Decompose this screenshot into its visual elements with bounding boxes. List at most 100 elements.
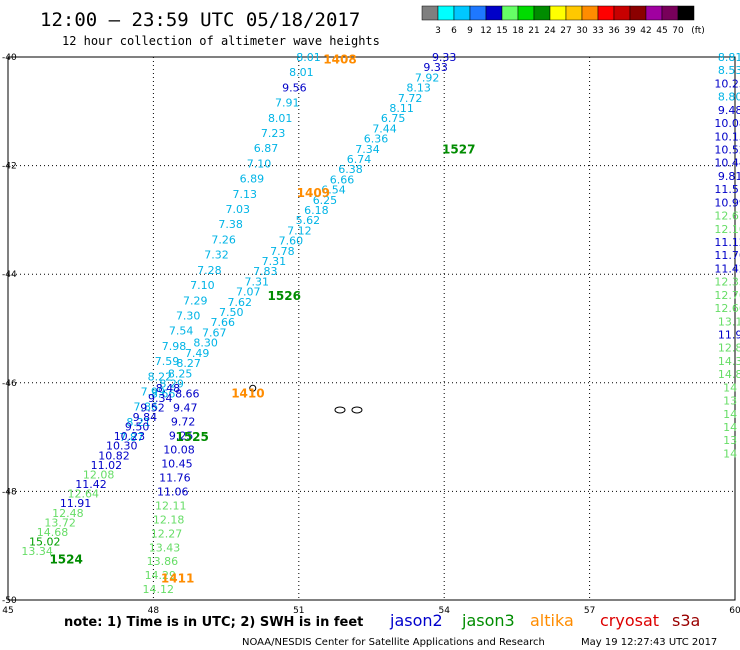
wave-height-value: 7.78 [270, 245, 295, 258]
wave-height-value: 7.31 [262, 255, 287, 268]
chart-subtitle: 12 hour collection of altimeter wave hei… [62, 34, 380, 48]
wave-height-value: 9.47 [173, 402, 198, 415]
wave-height-value: 10.15 [714, 130, 740, 143]
wave-height-value: 6.74 [347, 153, 372, 166]
wave-height-value: 12.27 [151, 527, 183, 540]
wave-height-value: 7.91 [275, 97, 300, 110]
wave-height-value: 11.9 [718, 328, 740, 341]
wave-height-value: 12.67 [714, 210, 740, 223]
wave-height-value: 9.52 [140, 401, 165, 414]
island-outline [351, 406, 363, 414]
wave-height-value: 11.42 [714, 262, 740, 275]
wave-height-value: 8.27 [176, 357, 201, 370]
colorbar-swatch [453, 5, 471, 21]
footer-note: note: 1) Time is in UTC; 2) SWH is in fe… [64, 615, 363, 630]
wave-height-value: 7.86 [133, 401, 158, 414]
wave-height-value: 8.01 [289, 66, 314, 79]
wave-height-value: 12.64 [68, 488, 100, 501]
plot-frame [7, 56, 736, 601]
wave-height-value: 8.66 [151, 388, 176, 401]
wave-height-value: 7.03 [225, 203, 250, 216]
wave-height-value: 14 [723, 421, 737, 434]
footer-credit: NOAA/NESDIS Center for Satellite Applica… [242, 637, 545, 648]
wave-height-value: 14 [723, 381, 737, 394]
wave-height-value: 13 [723, 395, 737, 408]
wave-height-value: 7.10 [190, 279, 215, 292]
wave-height-value: 12.76 [714, 289, 740, 302]
legend-item-cryosat: cryosat [600, 611, 659, 630]
pass-time-label: 1409 [297, 186, 330, 200]
wave-height-value: 10.08 [163, 444, 195, 457]
wave-height-value: 11.76 [714, 249, 740, 262]
wave-height-value: 14.8 [718, 368, 740, 381]
wave-height-value: 10.23 [114, 430, 146, 443]
pass-time-labels: 1408 1527 1409 1526 1410 1525 1524 1411 [49, 53, 475, 586]
x-tick-label: 57 [584, 606, 595, 616]
wave-height-value: 7.60 [279, 235, 304, 248]
colorbar-label: 6 [451, 26, 457, 36]
wave-height-value: 7.62 [228, 296, 253, 309]
x-tick-label: 54 [438, 606, 450, 616]
wave-height-value: 5.62 [296, 214, 321, 227]
colorbar-label: 30 [576, 26, 588, 36]
wave-height-value: 14 [723, 447, 737, 460]
colorbar-label: 15 [496, 26, 507, 36]
wave-height-value: 7.87 [119, 431, 144, 444]
wave-height-value: 9.25 [169, 430, 194, 443]
color-scale-legend: 3 6 9 12 15 18 21 24 27 30 33 36 39 42 45 70 (ft) [421, 5, 705, 36]
wave-height-value: 7.44 [372, 122, 397, 135]
wave-height-value: 8.01 [268, 112, 293, 125]
wave-height-value: 8.81 [718, 51, 740, 64]
wave-height-value: 7.10 [247, 157, 272, 170]
colorbar-swatch [421, 5, 439, 21]
colorbar-swatch [533, 5, 551, 21]
y-axis-ticks: -40 -42 -44 -46 -48 -50 [2, 53, 17, 606]
grid-lines [8, 57, 735, 600]
wave-height-value: 11.51 [714, 183, 740, 196]
wave-height-value: 6.75 [381, 112, 406, 125]
wave-height-value: 10.08 [714, 117, 740, 130]
wave-height-value: 10.99 [714, 196, 740, 209]
colorbar-swatch [645, 5, 663, 21]
wave-height-value: 15.02 [29, 536, 61, 549]
islands [249, 384, 363, 414]
wave-height-value: 7.72 [398, 92, 423, 105]
wave-height-value: 8.21 [126, 416, 151, 429]
wave-height-value: 11.42 [75, 478, 107, 491]
colorbar-label: 70 [672, 26, 684, 36]
y-tick-label: -42 [2, 162, 17, 172]
island-outline [334, 406, 346, 414]
wave-height-value: 12.66 [714, 302, 740, 315]
wave-height-value: 13 [723, 434, 737, 447]
wave-height-value: 7.50 [219, 306, 244, 319]
pass-time-label: 1526 [268, 289, 301, 303]
wave-height-value: 7.07 [236, 286, 261, 299]
pass-time-label: 1525 [175, 430, 208, 444]
colorbar-label: 27 [560, 26, 571, 36]
wave-height-value: 13.1 [718, 315, 740, 328]
wave-height-value: 9.56 [282, 81, 307, 94]
wave-height-value: 8.13 [406, 82, 431, 95]
pass-time-label: 1411 [161, 571, 194, 585]
wave-height-value: 10.82 [98, 449, 130, 462]
wave-height-value: 11.06 [157, 485, 189, 498]
wave-height-value: 12.08 [83, 468, 115, 481]
wave-height-value: 8.48 [156, 382, 181, 395]
colorbar-label: 39 [624, 26, 636, 36]
wave-height-value: 7.98 [162, 340, 187, 353]
wave-height-value: 6.87 [254, 142, 279, 155]
wave-height-value: 8.30 [193, 337, 218, 350]
wave-height-value: 14.68 [37, 526, 69, 539]
x-tick-label: 60 [729, 606, 740, 616]
wave-height-value: 8.25 [168, 367, 193, 380]
wave-height-value: 7.59 [155, 355, 180, 368]
colorbar-label: 12 [480, 26, 491, 36]
wave-height-value: 7.83 [253, 265, 278, 278]
pass-time-label: 1410 [231, 387, 264, 401]
colorbar-label: 18 [512, 26, 524, 36]
chart-title: 12:00 — 23:59 UTC 05/18/2017 [40, 9, 360, 31]
wave-height-value: 6.66 [330, 173, 355, 186]
wave-height-value: 10.25 [714, 77, 740, 90]
wave-height-value: 14.12 [142, 583, 174, 596]
